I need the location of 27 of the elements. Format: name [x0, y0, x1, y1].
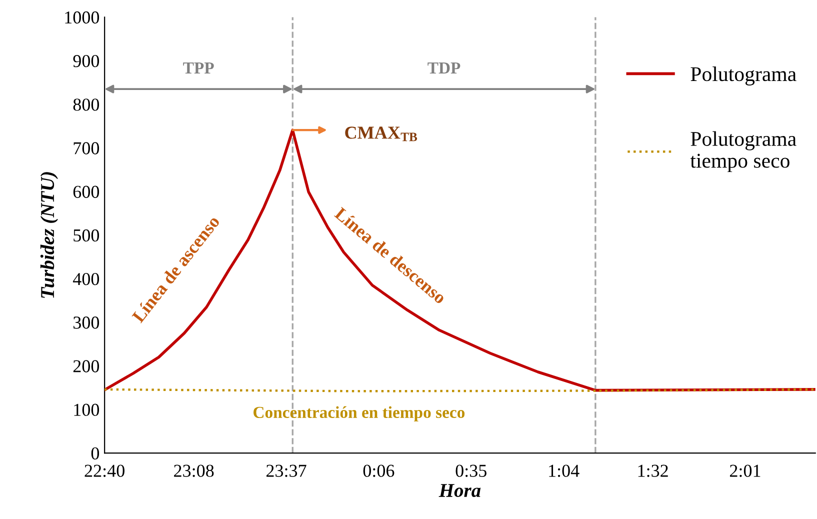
y-tick-label: 300 [73, 316, 100, 329]
y-tick-label: 800 [73, 98, 100, 111]
y-tick-label: 600 [73, 186, 100, 198]
legend-label: Polutograma tiempo seco [690, 131, 796, 172]
legend-label: Polutograma [690, 66, 796, 86]
y-tick-label: 0 [91, 447, 100, 460]
y-tick-label: 400 [72, 272, 100, 286]
x-tick-label: 1:32 [638, 464, 668, 477]
annotation: CMAX$_{TB}$ [345, 126, 418, 142]
annotation: Concentración en tiempo seco [254, 406, 465, 422]
y-axis-title: Turbidez (NTU) [40, 172, 58, 298]
annotation: TPP [183, 62, 214, 74]
y-tick-label: 100 [74, 404, 100, 416]
x-tick-label: 2:01 [730, 464, 760, 477]
x-tick-label: 22:40 [84, 464, 124, 477]
y-tick-label: 900 [73, 54, 100, 68]
y-tick-label: 1000 [65, 11, 100, 24]
x-tick-label: 1:04 [549, 464, 580, 477]
y-tick-label: 200 [73, 360, 100, 372]
y-tick-label: 700 [74, 142, 100, 154]
y-tick-label: 500 [74, 229, 100, 242]
x-tick-label: 23:37 [266, 464, 306, 477]
annotation: TDP [428, 62, 460, 74]
x-tick-label: 23:08 [174, 464, 214, 477]
x-tick-label: 0:06 [363, 464, 394, 477]
x-axis-title: Hora [438, 484, 481, 498]
x-tick-label: 0:35 [456, 464, 486, 477]
